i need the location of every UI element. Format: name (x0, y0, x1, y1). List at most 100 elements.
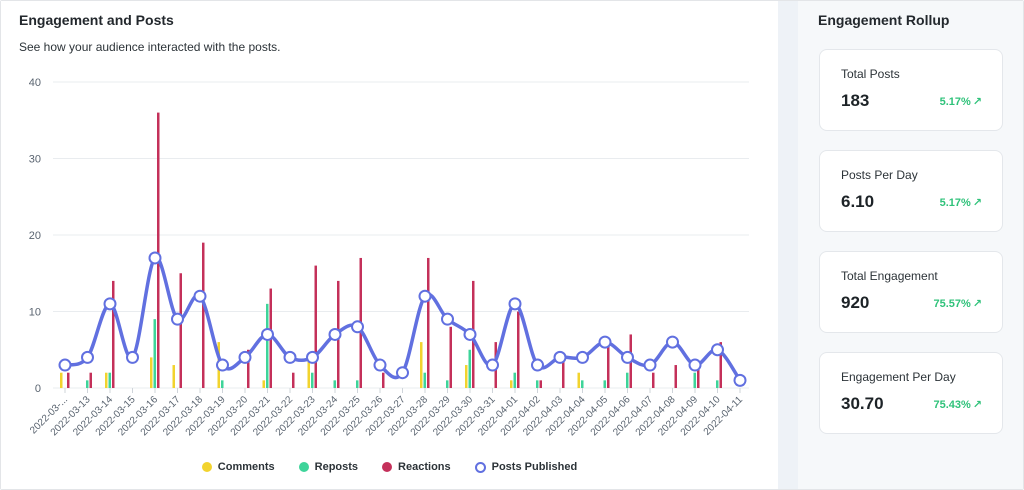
bar-reposts (266, 303, 269, 388)
posts-published-point (576, 350, 589, 364)
bar-reactions (247, 349, 250, 388)
card-label: Posts Per Day (841, 168, 918, 182)
bar-reposts (153, 319, 156, 388)
bar-reactions (314, 265, 317, 388)
reposts-swatch-icon (298, 462, 309, 472)
bar-reposts (446, 380, 449, 388)
card-value: 30.70 (841, 394, 884, 413)
card-value: 183 (841, 91, 870, 110)
bar-comments (172, 365, 175, 388)
posts-published-point (553, 350, 567, 364)
bar-comments (577, 372, 580, 388)
posts-published-point (126, 350, 139, 364)
posts-published-point (418, 289, 432, 303)
card-delta: 5.17% ↗ (940, 95, 982, 108)
bar-reactions (292, 372, 295, 388)
bar-reposts (86, 380, 89, 388)
posts-published-point (193, 289, 207, 303)
card-engagement-per-day: Engagement Per Day 30.70 75.43% ↗ (819, 352, 1003, 434)
card-posts-per-day: Posts Per Day 6.10 5.17% ↗ (819, 150, 1003, 232)
legend-reposts[interactable]: Reposts (298, 461, 359, 473)
posts-published-point (103, 297, 117, 311)
bar-reactions (112, 280, 115, 388)
rollup-title: Engagement Rollup (818, 12, 950, 28)
card-value: 920 (841, 293, 870, 312)
reactions-swatch-icon (382, 462, 393, 472)
bar-comments (307, 357, 310, 388)
bar-reactions (202, 242, 205, 388)
card-total-posts: Total Posts 183 5.17% ↗ (819, 49, 1003, 131)
bar-reactions (449, 326, 452, 388)
posts-published-point (373, 358, 387, 372)
panel-divider (778, 1, 798, 489)
bar-reactions (697, 365, 700, 388)
card-delta: 5.17% ↗ (940, 196, 982, 209)
delta-text: 75.43% (933, 399, 971, 411)
posts-published-point (283, 350, 297, 364)
posts-published-point (486, 358, 499, 372)
arrow-up-right-icon: ↗ (972, 96, 982, 108)
legend-posts-published[interactable]: Posts Published (474, 461, 578, 473)
bar-reactions (719, 342, 722, 388)
posts-published-point (711, 343, 724, 357)
posts-published-line (64, 256, 742, 382)
bar-reactions (607, 342, 610, 388)
bar-reactions (562, 357, 565, 388)
arrow-up-right-icon: ↗ (972, 197, 982, 209)
posts-published-point (261, 327, 274, 341)
legend-posts-label: Posts Published (491, 461, 578, 473)
posts-published-point (463, 327, 477, 341)
card-label: Total Engagement (841, 269, 938, 283)
posts-published-point (508, 297, 522, 311)
legend-comments-label: Comments (217, 461, 275, 473)
bar-reposts (333, 380, 336, 388)
bar-reposts (513, 372, 516, 388)
bar-reposts (356, 380, 359, 388)
engagement-panel: Engagement and Posts See how your audien… (1, 1, 778, 489)
bar-reposts (603, 380, 606, 388)
bar-reposts (423, 372, 426, 388)
y-tick-label: 20 (29, 230, 41, 242)
card-label: Engagement Per Day (841, 370, 956, 384)
posts-published-point (396, 366, 409, 380)
posts-published-point (598, 335, 612, 349)
comments-swatch-icon (201, 462, 212, 472)
bar-reactions (652, 372, 655, 388)
bar-reposts (221, 380, 224, 388)
bar-reposts (581, 380, 584, 388)
bar-reactions (427, 257, 430, 388)
bar-comments (150, 357, 153, 388)
posts-published-point (643, 358, 657, 372)
bar-reactions (382, 372, 385, 388)
arrow-up-right-icon: ↗ (972, 298, 982, 310)
posts-published-point (81, 350, 94, 364)
posts-published-point (216, 358, 229, 372)
bar-reactions (157, 112, 160, 388)
delta-text: 5.17% (939, 96, 971, 108)
y-tick-label: 30 (29, 154, 41, 166)
legend-reactions[interactable]: Reactions (382, 461, 451, 473)
delta-text: 75.57% (933, 298, 971, 310)
legend-reposts-label: Reposts (314, 461, 359, 473)
bar-reactions (539, 380, 542, 388)
panel-subtitle: See how your audience interacted with th… (19, 40, 281, 54)
bar-reactions (674, 365, 677, 388)
posts-published-point (351, 320, 364, 334)
posts-published-point (733, 373, 747, 387)
posts-published-point (531, 358, 544, 372)
y-tick-label: 10 (29, 307, 41, 319)
bar-reposts (693, 372, 696, 388)
posts-published-point (148, 251, 162, 265)
posts-published-point (171, 312, 184, 326)
delta-text: 5.17% (939, 197, 971, 209)
legend-comments[interactable]: Comments (201, 461, 275, 473)
bar-reposts (468, 349, 471, 388)
bar-reactions (179, 273, 182, 388)
posts-published-point (328, 327, 342, 341)
posts-published-point (666, 335, 679, 349)
posts-swatch-icon (474, 461, 486, 473)
card-total-engagement: Total Engagement 920 75.57% ↗ (819, 251, 1003, 333)
arrow-up-right-icon: ↗ (972, 399, 982, 411)
bar-reactions (67, 372, 70, 388)
bar-reposts (536, 380, 539, 388)
